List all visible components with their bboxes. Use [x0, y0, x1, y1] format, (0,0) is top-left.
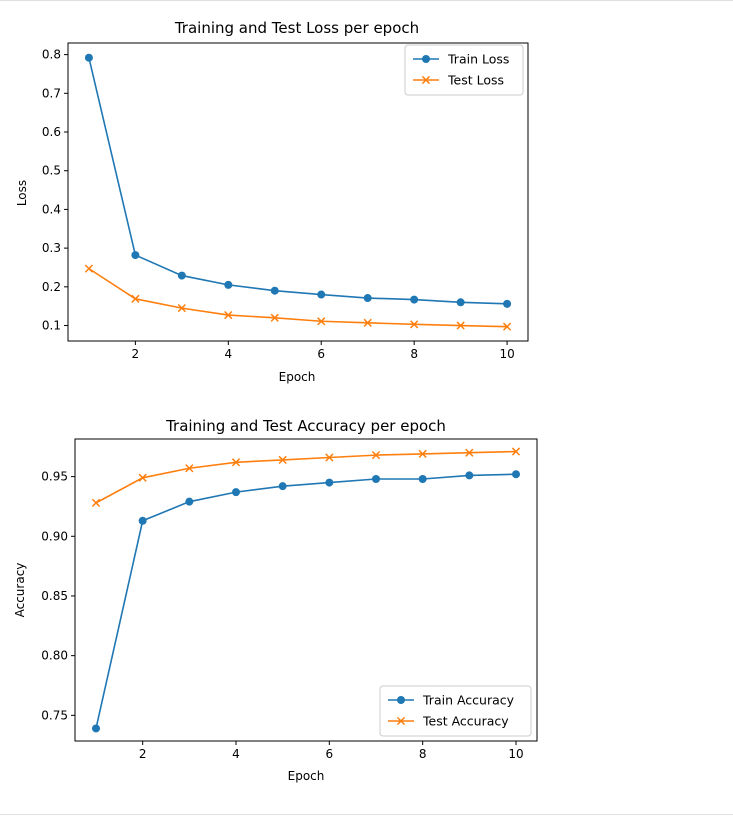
accuracy-series-line-1: [95, 473, 517, 729]
accuracy-point-x: [418, 449, 427, 459]
accuracy-point-circle: [232, 488, 240, 497]
accuracy-xtick-label: 2: [139, 747, 147, 761]
accuracy-chart-plot-area: 2 4 6 8 10 0.75 0.80 0.85 0.90 0.95 Train Accuracy…: [41, 438, 538, 761]
accuracy-legend-label: Test Accuracy: [422, 714, 509, 729]
accuracy-chart-title: Training and Test Accuracy per epoch: [165, 417, 446, 435]
accuracy-ytick-label: 0.95: [41, 470, 68, 484]
loss-xtick-label: 8: [410, 347, 418, 361]
accuracy-legend-marker-x: [396, 716, 406, 726]
loss-chart-xlabel: Epoch: [279, 370, 316, 384]
accuracy-point-x: [511, 447, 521, 456]
accuracy-axes-frame: [74, 438, 538, 742]
loss-point-circle: [270, 286, 279, 295]
accuracy-xtick-label: 8: [419, 747, 427, 761]
loss-ytick-label: 0.6: [42, 125, 61, 139]
accuracy-point-circle: [325, 478, 334, 487]
loss-point-x: [410, 320, 419, 329]
accuracy-point-x: [91, 498, 101, 507]
loss-point-circle: [410, 295, 419, 304]
loss-legend-label: Test Loss: [447, 73, 504, 88]
loss-xtick-label: 10: [499, 347, 514, 361]
accuracy-xtick-label: 6: [326, 747, 334, 761]
accuracy-point-circle: [278, 482, 287, 491]
loss-point-x: [317, 317, 326, 326]
loss-point-circle: [503, 299, 512, 308]
loss-point-x: [84, 264, 94, 273]
accuracy-point-circle: [92, 724, 100, 733]
loss-point-circle: [317, 290, 326, 299]
accuracy-point-circle: [372, 474, 380, 483]
accuracy-xtick-label: 10: [508, 747, 523, 761]
loss-point-x: [177, 303, 186, 313]
loss-point-x: [224, 310, 233, 320]
loss-point-x: [270, 313, 279, 322]
loss-point-x: [363, 318, 372, 327]
accuracy-point-x: [371, 450, 381, 460]
loss-axes-frame: [67, 42, 529, 342]
loss-series-line-1: [88, 57, 508, 305]
loss-xtick-label: 4: [224, 347, 232, 361]
accuracy-ytick-label: 0.90: [41, 529, 68, 543]
accuracy-ytick-label: 0.75: [41, 708, 68, 722]
accuracy-point-x: [231, 458, 241, 467]
accuracy-chart-xlabel: Epoch: [288, 769, 325, 783]
loss-ytick-label: 0.4: [42, 202, 61, 216]
loss-ytick-label: 0.7: [42, 86, 61, 100]
loss-point-circle: [177, 271, 186, 280]
loss-ytick-label: 0.3: [42, 241, 61, 255]
loss-legend-marker-circle: [422, 55, 430, 63]
loss-legend-marker-x: [421, 75, 431, 85]
loss-ytick-label: 0.2: [42, 280, 61, 294]
output-top-border: [0, 0, 733, 1]
accuracy-point-circle: [138, 516, 147, 525]
loss-point-x: [131, 294, 140, 303]
loss-legend: [404, 44, 524, 96]
loss-ytick-label: 0.8: [42, 48, 61, 62]
accuracy-point-x: [185, 464, 194, 473]
loss-chart-ylabel: Loss: [15, 180, 29, 206]
output-bottom-border: [0, 814, 733, 815]
loss-point-x: [502, 322, 512, 331]
loss-point-x: [456, 321, 465, 330]
loss-ytick-label: 0.1: [42, 319, 61, 333]
accuracy-point-circle: [465, 471, 474, 480]
loss-chart-plot-area: 2 4 6 8 10 0.1 0.2 0.3 0.4 0.5 0.6 0.7 0.8 Train Loss…: [42, 42, 529, 361]
accuracy-legend-label: Train Accuracy: [422, 693, 515, 708]
loss-point-circle: [224, 280, 233, 289]
loss-series-line-2: [88, 267, 508, 328]
accuracy-point-x: [138, 473, 147, 482]
accuracy-ytick-label: 0.80: [41, 649, 68, 663]
loss-point-circle: [131, 251, 140, 260]
accuracy-point-circle: [185, 497, 194, 506]
loss-chart: Training and Test Loss per epoch Epoch L…: [15, 19, 529, 384]
accuracy-ytick-label: 0.85: [41, 589, 68, 603]
accuracy-legend-marker-circle: [397, 696, 405, 704]
accuracy-point-x: [465, 448, 474, 457]
accuracy-point-circle: [418, 474, 427, 483]
accuracy-series-line-2: [95, 450, 517, 504]
loss-point-circle: [363, 294, 372, 303]
loss-legend-label: Train Loss: [447, 52, 509, 67]
loss-point-circle: [84, 53, 93, 62]
loss-ytick-label: 0.5: [42, 164, 61, 178]
loss-xtick-label: 6: [317, 347, 325, 361]
loss-point-circle: [456, 298, 465, 307]
accuracy-point-x: [278, 455, 287, 465]
loss-chart-title: Training and Test Loss per epoch: [174, 19, 419, 37]
accuracy-point-x: [325, 453, 334, 462]
accuracy-xtick-label: 4: [232, 747, 240, 761]
accuracy-point-circle: [512, 470, 520, 479]
accuracy-chart-ylabel: Accuracy: [13, 563, 27, 618]
accuracy-chart: Training and Test Accuracy per epoch Epo…: [13, 417, 538, 783]
loss-xtick-label: 2: [132, 347, 140, 361]
accuracy-legend: [379, 685, 532, 737]
